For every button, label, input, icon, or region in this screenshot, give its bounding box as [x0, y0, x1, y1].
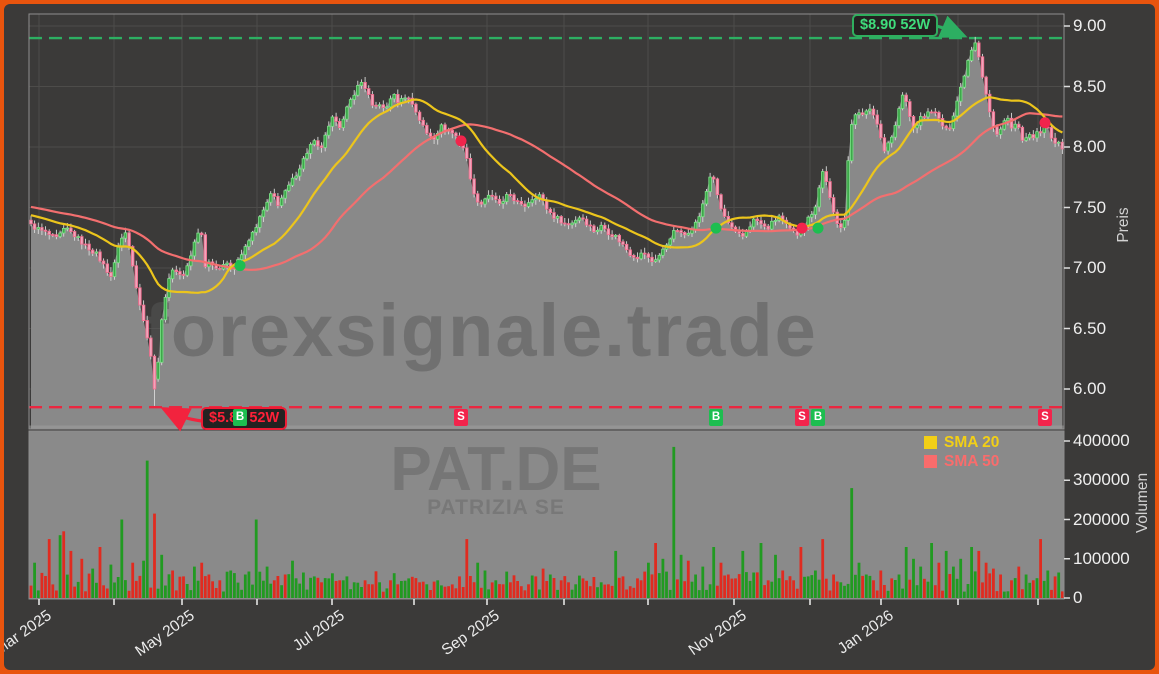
sma50-swatch-icon: [924, 455, 937, 468]
volume-tick-label: 300000: [1073, 470, 1130, 490]
sma20-swatch-icon: [924, 436, 937, 449]
legend: SMA 20 SMA 50: [924, 433, 999, 471]
volume-tick-label: 400000: [1073, 431, 1130, 450]
signal-dot-b: [710, 222, 722, 234]
signal-badge-b: B: [709, 409, 723, 426]
price-tick-label: 8.50: [1073, 76, 1107, 96]
legend-item-sma20[interactable]: SMA 20: [924, 433, 999, 452]
price-tick-label: 7.00: [1073, 258, 1107, 277]
signal-badge-s: S: [454, 409, 468, 426]
signal-dot-b: [812, 222, 824, 234]
volume-tick-label: 0: [1073, 588, 1083, 607]
watermark-subtitle: PATRIZIA SE: [427, 496, 565, 519]
high-52w-label: $8.90 52W: [852, 14, 939, 37]
volume-axis-title: Volumen: [1134, 472, 1151, 534]
legend-label-sma20: SMA 20: [944, 433, 1000, 451]
price-tick-label: 8.00: [1073, 137, 1107, 156]
price-tick-label: 9.00: [1073, 16, 1107, 35]
legend-item-sma50[interactable]: SMA 50: [924, 452, 999, 471]
signal-badge-s: S: [1038, 409, 1052, 426]
volume-tick-label: 200000: [1073, 509, 1130, 529]
watermark-symbol: PAT.DE: [390, 435, 601, 504]
signal-badge-b: B: [233, 409, 247, 426]
price-tick-label: 7.50: [1073, 197, 1107, 217]
price-tick-label: 6.00: [1073, 379, 1107, 398]
candlestick-volume-chart[interactable]: forexsignale.trade PAT.DE PATRIZIA SE: [4, 4, 1155, 670]
signal-dot-s: [1039, 117, 1051, 129]
signal-badge-b: B: [811, 409, 825, 426]
signal-dot-s: [796, 222, 808, 234]
signal-dot-s: [455, 135, 467, 147]
legend-label-sma50: SMA 50: [944, 452, 1000, 470]
watermark-main: forexsignale.trade: [144, 289, 817, 372]
volume-tick-label: 100000: [1073, 548, 1130, 568]
signal-dot-b: [234, 260, 246, 272]
price-axis-title: Preis: [1115, 207, 1132, 243]
signal-badge-s: S: [795, 409, 809, 426]
price-tick-label: 6.50: [1073, 318, 1107, 338]
